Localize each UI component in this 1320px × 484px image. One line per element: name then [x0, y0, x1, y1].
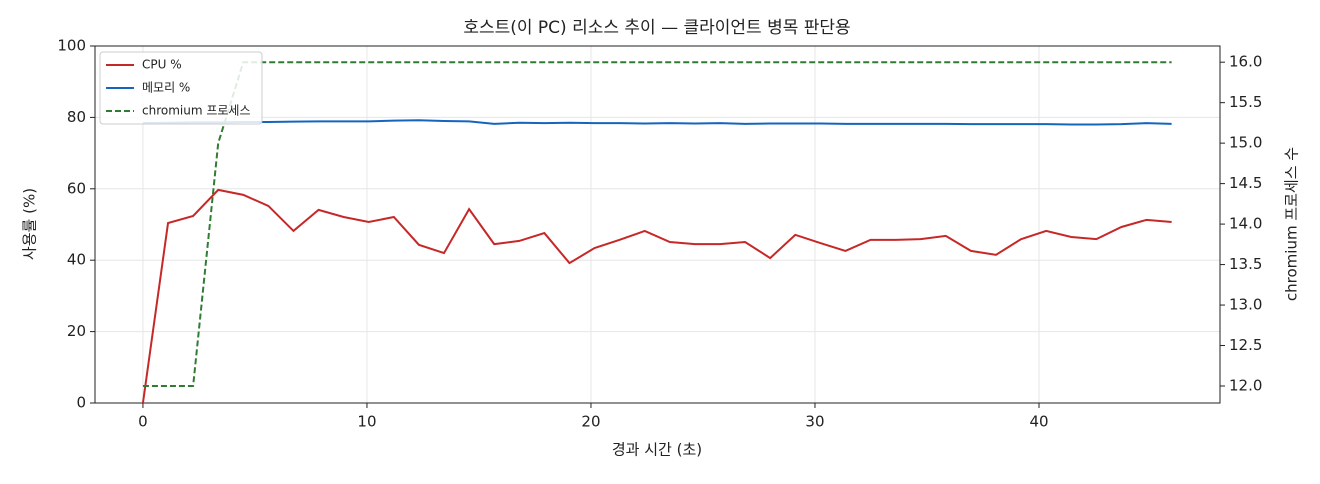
- plot-frame: [94, 45, 1221, 404]
- y-tick-label: 40: [67, 251, 86, 269]
- legend-box: [99, 51, 263, 125]
- y-tick-label: 20: [67, 322, 86, 340]
- y2-tick-label: 13.0: [1229, 296, 1262, 314]
- y2-tick-label: 15.0: [1229, 134, 1262, 152]
- y-tick-label: 0: [76, 394, 86, 412]
- legend-label: 메모리 %: [142, 81, 190, 95]
- y2-tick-label: 14.5: [1229, 174, 1262, 192]
- y2-tick-label: 16.0: [1229, 53, 1262, 71]
- legend-label: chromium 프로세스: [142, 104, 251, 118]
- x-tick-label: 10: [357, 413, 376, 431]
- x-tick-label: 40: [1029, 413, 1048, 431]
- y2-tick-label: 12.5: [1229, 336, 1262, 354]
- y2-tick-label: 14.0: [1229, 215, 1262, 233]
- y2-tick-label: 13.5: [1229, 255, 1262, 273]
- y-tick-label: 100: [57, 37, 86, 55]
- x-tick-label: 0: [138, 413, 148, 431]
- series-line: [141, 188, 1172, 404]
- y-axis-label: 사용률 (%): [21, 188, 39, 260]
- x-axis-label: 경과 시간 (초): [612, 441, 702, 459]
- y-tick-label: 60: [67, 179, 86, 197]
- legend-label: CPU %: [142, 58, 182, 72]
- series-line: [142, 119, 1172, 126]
- y-tick-label: 80: [67, 108, 86, 126]
- y2-tick-label: 15.5: [1229, 93, 1262, 111]
- y2-tick-label: 12.0: [1229, 377, 1262, 395]
- series-line: [142, 61, 1172, 387]
- chart-title: 호스트(이 PC) 리소스 추이 — 클라이언트 병목 판단용: [463, 18, 850, 38]
- x-tick-label: 30: [805, 413, 824, 431]
- x-tick-label: 20: [581, 413, 600, 431]
- y2-axis-label: chromium 프로세스 수: [1283, 147, 1301, 301]
